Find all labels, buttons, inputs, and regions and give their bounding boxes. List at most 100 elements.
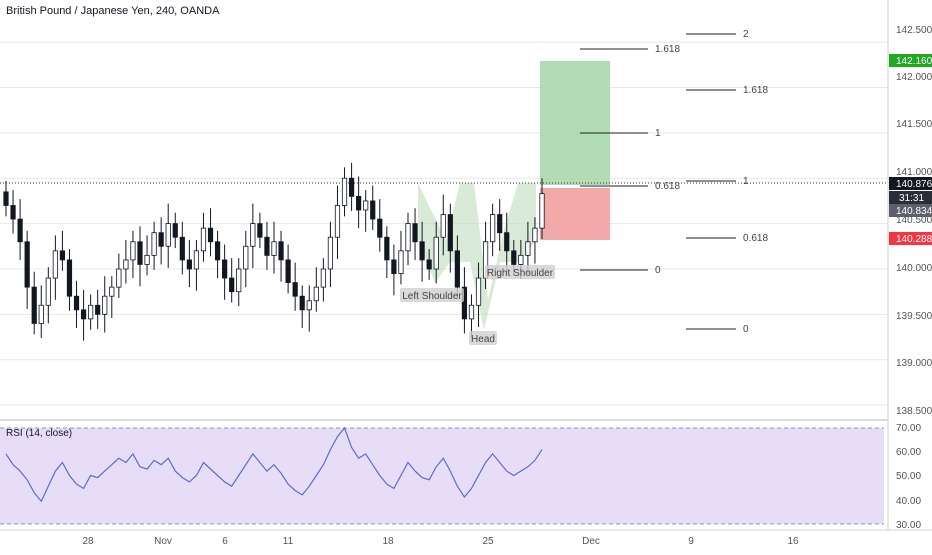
price-axis-ticks[interactable]: 142.500 142.000 141.500 141.000 140.500 …: [896, 25, 932, 417]
tag-countdown-text: 31:31: [899, 193, 924, 204]
tag-last: 140.876: [889, 177, 932, 190]
candle-body: [179, 236, 185, 261]
price-tick: 141.500: [896, 119, 932, 130]
candle-body: [66, 259, 73, 297]
candle-body: [207, 227, 214, 243]
candle-body: [31, 286, 37, 324]
candle-body: [264, 236, 270, 256]
fib-b-1618: 1.618: [743, 85, 768, 96]
candle-body: [52, 250, 58, 279]
tag-target-text: 142.160: [896, 56, 932, 67]
candle-body: [186, 259, 192, 270]
rsi-axis-ticks[interactable]: 70.00 60.00 50.00 40.00 30.00: [896, 423, 921, 531]
time-axis[interactable]: 28 Nov 6 11 18 25 Dec 9 16: [82, 536, 799, 547]
candle-body: [236, 268, 242, 293]
candle-body: [391, 259, 397, 274]
rsi-tick: 60.00: [896, 447, 921, 458]
candle-body: [144, 254, 150, 265]
profit-zone[interactable]: [540, 61, 610, 185]
price-tick: 140.500: [896, 215, 932, 226]
fib-a-1618: 1.618: [655, 44, 680, 55]
time-label: 9: [688, 536, 694, 547]
candle-body: [511, 250, 517, 265]
candle-body: [88, 304, 94, 320]
fib-a-0: 0: [655, 265, 661, 276]
fib-b-1: 1: [743, 176, 749, 187]
time-label: 25: [482, 536, 494, 547]
candle-body: [102, 295, 108, 315]
candle-body: [10, 205, 16, 220]
rsi-tick: 70.00: [896, 423, 921, 434]
price-tick: 139.500: [896, 311, 932, 322]
candle-body: [243, 245, 249, 270]
candle-body: [73, 295, 80, 311]
candle-body: [320, 268, 326, 288]
candle-body: [137, 241, 143, 265]
candle-body: [447, 214, 453, 252]
candle-body: [363, 200, 369, 211]
candle-body: [518, 254, 524, 265]
candle-body: [24, 241, 30, 288]
candle-body: [165, 223, 171, 247]
time-label: Nov: [154, 536, 172, 547]
fib-a-1: 1: [655, 128, 661, 139]
candle-body: [214, 241, 221, 261]
time-label: 28: [82, 536, 94, 547]
rsi-tick: 40.00: [896, 496, 921, 507]
time-label: 18: [382, 536, 394, 547]
symbol-title[interactable]: British Pound / Japanese Yen, 240, OANDA: [6, 5, 220, 17]
candle-body: [257, 223, 263, 238]
rsi-title[interactable]: RSI (14, close): [6, 428, 72, 439]
candle-body: [59, 250, 66, 261]
candle-body: [200, 227, 207, 252]
candle-body: [440, 214, 446, 238]
head-text: Head: [471, 334, 495, 345]
pattern-fill: [418, 183, 536, 330]
candle-body: [116, 268, 122, 288]
candle-body: [475, 277, 482, 306]
rsi-line: [5, 426, 543, 503]
candle-body: [327, 236, 334, 270]
candle-body: [271, 241, 277, 256]
tag-current-text: 140.834: [896, 206, 932, 217]
time-label: 11: [283, 536, 294, 547]
right-shoulder-text: Right Shoulder: [487, 268, 554, 279]
left-shoulder-text: Left Shoulder: [402, 291, 462, 302]
price-tick: 141.000: [896, 167, 932, 178]
candle-body: [377, 218, 383, 238]
candle-body: [45, 277, 51, 306]
candle-body: [398, 250, 404, 274]
candle-body: [341, 177, 348, 206]
candle-body: [80, 309, 87, 320]
time-label: 16: [787, 536, 799, 547]
candle-body: [539, 193, 545, 229]
candle-body: [504, 232, 510, 252]
candle-body: [412, 223, 418, 243]
fib-set-b[interactable]: 2 1.618 1 0.618 0: [686, 29, 768, 335]
time-label: Dec: [582, 536, 600, 547]
candle-body: [278, 241, 284, 261]
candle-body: [334, 205, 341, 238]
price-tick: 140.000: [896, 263, 932, 274]
tag-target: 142.160: [889, 54, 932, 67]
candle-body: [490, 214, 496, 243]
price-tick: 139.000: [896, 358, 932, 369]
loss-zone[interactable]: [540, 188, 610, 240]
candle-body: [38, 304, 44, 324]
candle-body: [468, 304, 475, 320]
tag-last-text: 140.876: [896, 179, 932, 190]
candle-body: [356, 195, 362, 211]
fib-b-2: 2: [743, 29, 749, 40]
candle-body: [130, 241, 136, 261]
fib-set-a[interactable]: 1.618 1 0.618 0: [580, 44, 680, 276]
candle-body: [384, 236, 390, 261]
price-tick: 138.500: [896, 406, 932, 417]
candle-body: [299, 295, 305, 311]
candle-body: [193, 250, 200, 270]
candle-body: [123, 259, 129, 270]
rsi-tick: 50.00: [896, 471, 921, 482]
candles: [3, 162, 545, 341]
candle-body: [109, 286, 115, 297]
